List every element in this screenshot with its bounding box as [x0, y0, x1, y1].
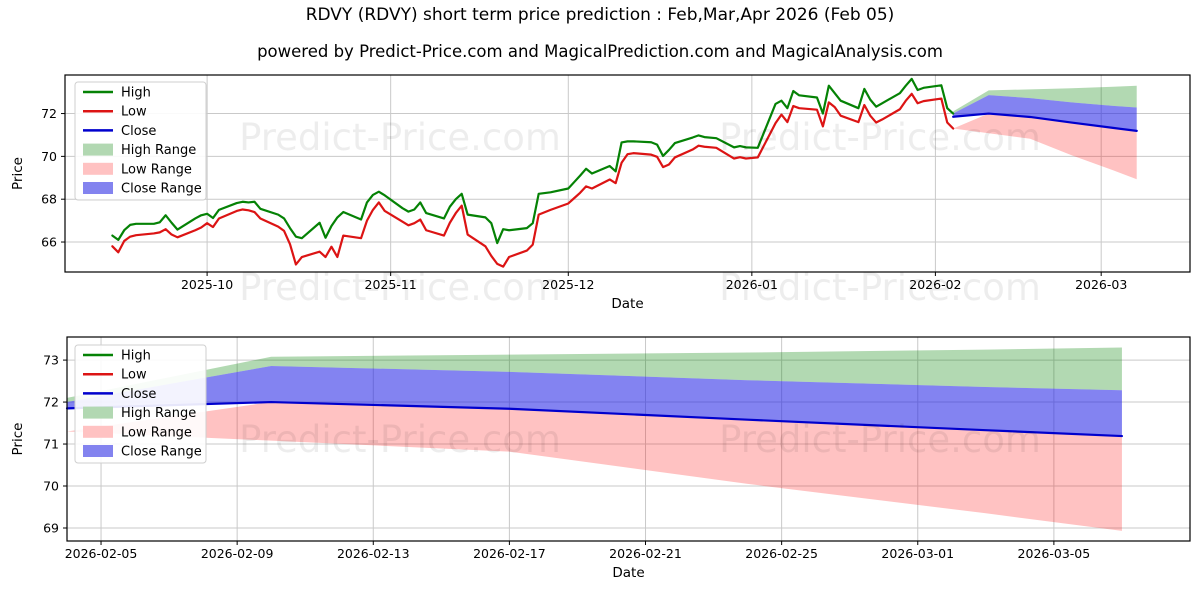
x-tick-label: 2026-03-05 — [1018, 546, 1091, 561]
legend-label: High Range — [121, 143, 196, 158]
y-tick-label: 68 — [41, 192, 57, 207]
close-prediction-line — [952, 112, 1138, 132]
low-range-band — [953, 113, 1137, 180]
legend-label: Low — [121, 368, 147, 383]
close-prediction-line — [65, 400, 1124, 438]
high-range-legend-swatch — [83, 406, 113, 419]
legend-label: Close — [121, 387, 156, 402]
y-tick-label: 69 — [43, 520, 59, 535]
legend-label: High — [121, 86, 151, 101]
x-tick-label: 2026-02-09 — [201, 546, 274, 561]
legend-label: High Range — [121, 406, 196, 421]
low-range-band — [67, 402, 1122, 531]
ticks — [61, 113, 1102, 276]
y-tick-label: 72 — [41, 106, 57, 121]
x-tick-label: 2026-02 — [909, 277, 961, 292]
legend: High Low Close High Range Low Range Close Ran… — [74, 81, 207, 201]
x-axis-label: Date — [612, 565, 644, 581]
close-range-legend-swatch — [83, 182, 113, 194]
legend-label: Low Range — [121, 425, 192, 440]
watermark: Predict-Price.com — [239, 116, 561, 159]
low-range-legend-swatch — [83, 425, 113, 438]
x-tick-label: 2025-10 — [181, 277, 233, 292]
y-axis-label: Price — [10, 423, 26, 456]
watermark: Predict-Price.com — [719, 418, 1041, 461]
high-range-band — [953, 85, 1137, 114]
close-range-band — [953, 95, 1137, 131]
high-range-legend-swatch — [83, 143, 113, 156]
plot-frame — [64, 74, 1191, 273]
low-line — [111, 92, 955, 268]
x-tick-label: 2025-12 — [542, 277, 594, 292]
x-tick-label: 2026-02-25 — [745, 546, 818, 561]
x-tick-label: 2026-03-01 — [881, 546, 954, 561]
page-subtitle: powered by Predict-Price.com and Magical… — [257, 42, 943, 61]
legend: High Low Close High Range Low Range Close Ran… — [74, 344, 207, 464]
y-tick-label: 66 — [41, 235, 57, 250]
legend-label: High — [121, 349, 151, 364]
x-tick-label: 2026-02-21 — [609, 546, 682, 561]
x-axis-label: Date — [611, 296, 643, 312]
watermark: Predict-Price.com — [719, 266, 1041, 309]
x-tick-label: 2026-02-17 — [473, 546, 546, 561]
close-range-band — [67, 365, 1122, 437]
y-tick-label: 73 — [43, 353, 59, 368]
x-tick-label: 2026-03 — [1075, 277, 1127, 292]
plot-frame — [66, 336, 1191, 542]
watermark: Predict-Price.com — [719, 116, 1041, 159]
y-tick-label: 71 — [43, 437, 59, 452]
forecast-zoom-panel: 2026-02-05 2026-02-09 2026-02-13 2026-02-17… — [10, 336, 1191, 581]
legend-label: Low Range — [121, 162, 192, 177]
watermark: Predict-Price.com — [239, 418, 561, 461]
watermark: Predict-Price.com — [239, 266, 561, 309]
legend-label: Low — [121, 105, 147, 120]
legend-label: Close Range — [121, 182, 202, 197]
history-and-forecast-panel: 2025-10 2025-11 2025-12 2026-01 2026-02 2026-… — [10, 74, 1191, 312]
bottom-chart: 2026-02-05 2026-02-09 2026-02-13 2026-02-17… — [10, 336, 1191, 581]
y-tick-label: 70 — [41, 149, 57, 164]
ticks — [63, 359, 1055, 545]
close-range-legend-swatch — [83, 445, 113, 457]
x-tick-label: 2026-01 — [726, 277, 778, 292]
high-range-band — [67, 347, 1122, 403]
low-range-legend-swatch — [83, 162, 113, 175]
x-tick-label: 2026-02-05 — [65, 546, 138, 561]
x-tick-label: 2026-02-13 — [337, 546, 410, 561]
x-tick-label: 2025-11 — [365, 277, 417, 292]
y-tick-label: 72 — [43, 395, 59, 410]
high-line — [111, 77, 955, 245]
page-title: RDVY (RDVY) short term price prediction … — [305, 5, 895, 25]
legend-label: Close — [121, 124, 156, 139]
legend-label: Close Range — [121, 445, 202, 460]
y-axis-label: Price — [10, 157, 26, 190]
y-tick-label: 70 — [43, 479, 59, 494]
top-chart: 2025-10 2025-11 2025-12 2026-01 2026-02 2026-… — [10, 74, 1191, 312]
